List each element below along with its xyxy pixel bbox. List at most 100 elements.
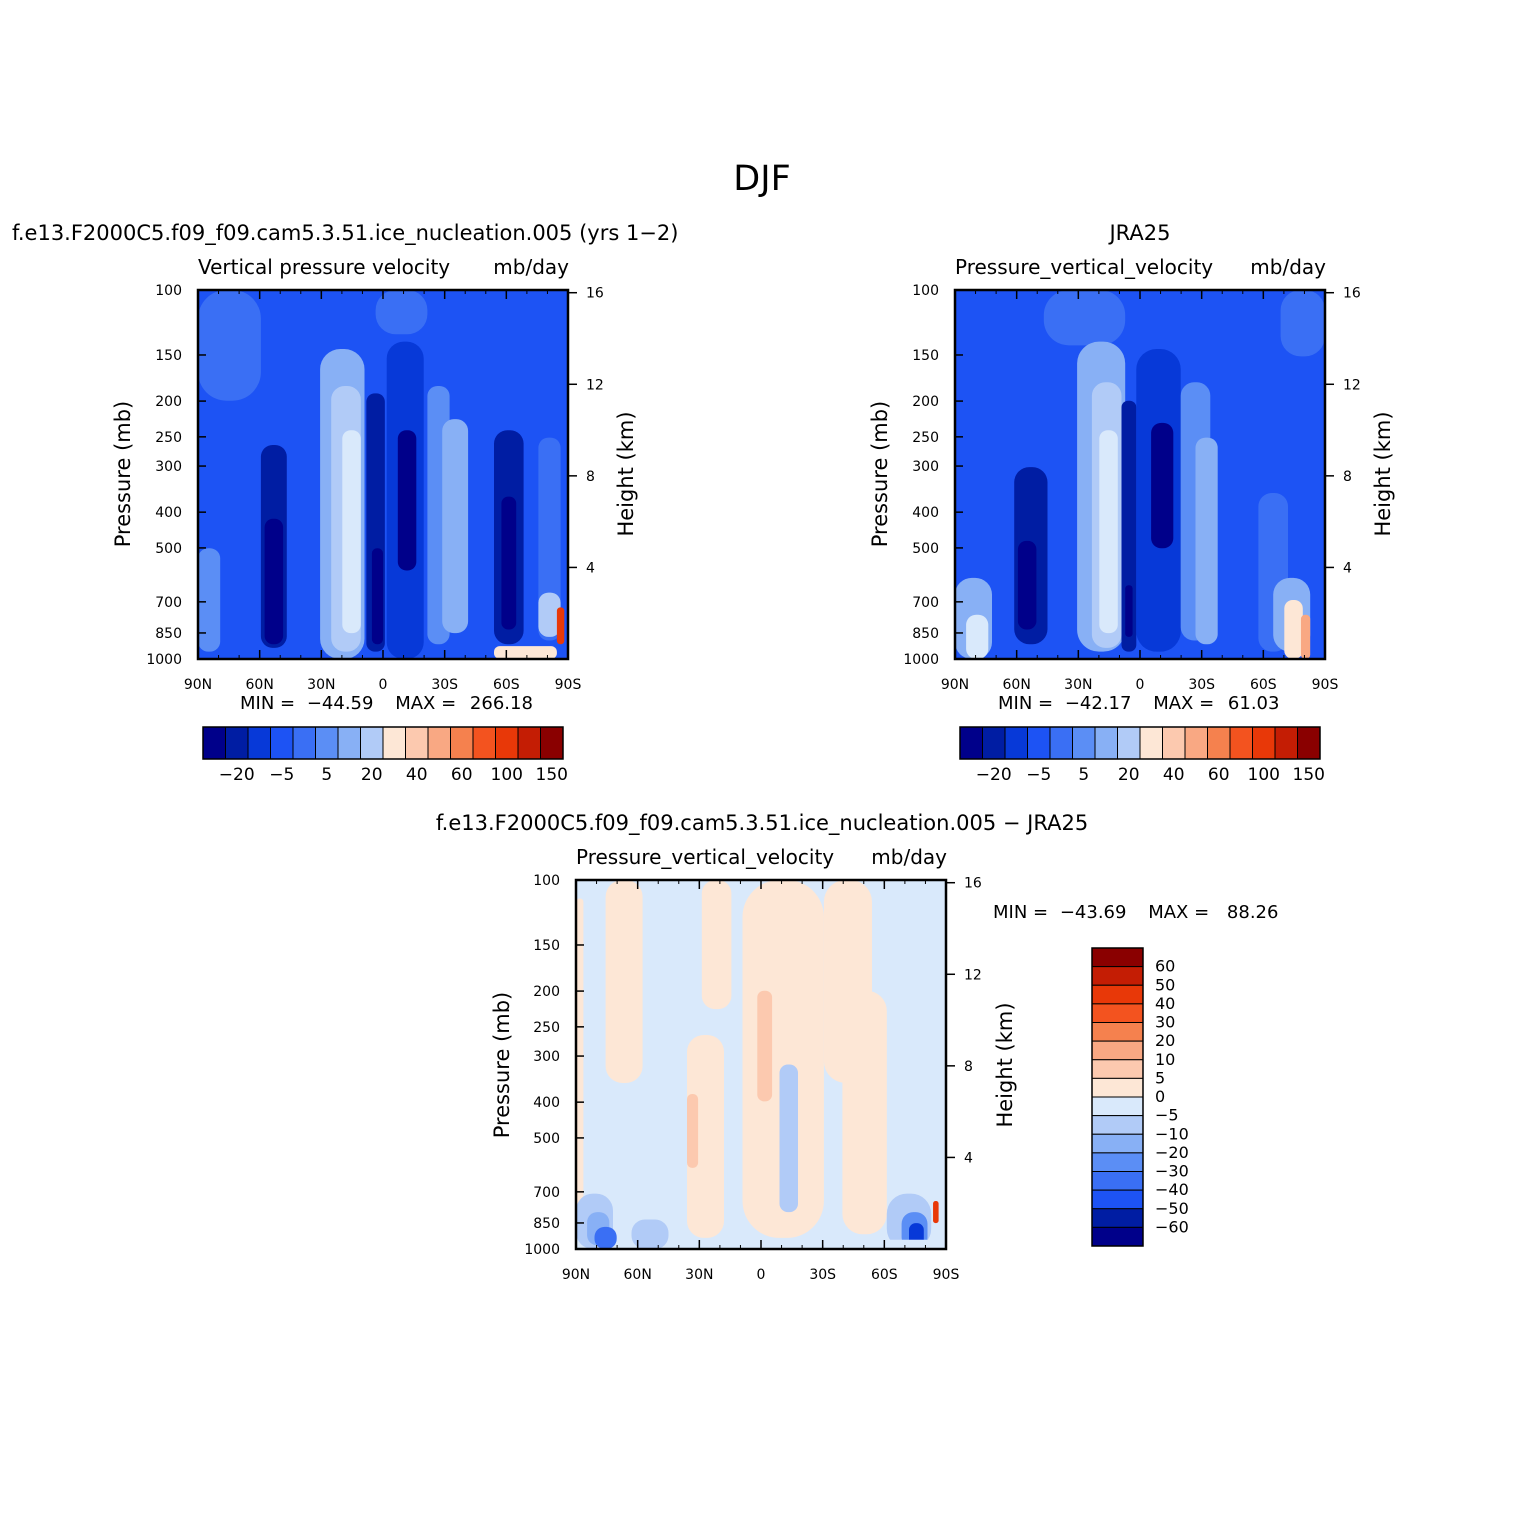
contour-region xyxy=(757,990,773,1102)
colorbar-box xyxy=(1091,947,1144,968)
contour-region xyxy=(1125,585,1133,637)
y-tick-label: 100 xyxy=(533,873,560,889)
y-tick-label: 850 xyxy=(533,1216,560,1232)
colorbar: −20 −5 5 20 40 60 100 150 xyxy=(959,726,1325,785)
colorbar-label: 50 xyxy=(1155,975,1175,994)
colorbar-label: 60 xyxy=(1208,765,1230,785)
right-tick-label: 4 xyxy=(964,1150,973,1166)
run-title: f.e13.F2000C5.f09_f09.cam5.3.51.ice_nucl… xyxy=(12,221,678,246)
x-tick-label: 60N xyxy=(1003,677,1031,693)
min-value: −42.17 xyxy=(1065,693,1132,714)
colorbar-box xyxy=(1091,1208,1144,1228)
colorbar-label: −60 xyxy=(1155,1217,1189,1236)
right-ticks: 16 12 8 4 xyxy=(946,876,982,1166)
y-tick-label: 100 xyxy=(155,283,182,299)
right-tick-label: 16 xyxy=(586,286,604,302)
x-tick-label: 30N xyxy=(1064,677,1092,693)
y-tick-label: 1000 xyxy=(146,652,182,668)
y-tick-label: 500 xyxy=(533,1131,560,1147)
max-label: MAX = xyxy=(1153,693,1214,714)
run-title: JRA25 xyxy=(1107,221,1170,245)
colorbar-box xyxy=(427,726,451,760)
right-ticks: 16 12 8 4 xyxy=(568,286,604,576)
contour-region xyxy=(1300,614,1311,659)
y-tick-label: 250 xyxy=(155,430,182,446)
colorbar-box xyxy=(1091,1040,1144,1061)
contour-region xyxy=(1195,437,1218,645)
var-title: Pressure_vertical_velocity xyxy=(955,255,1213,279)
y-tick-label: 850 xyxy=(912,626,939,642)
colorbar-box xyxy=(382,726,406,760)
y-tick-label: 500 xyxy=(155,541,182,557)
contour-region xyxy=(687,1094,699,1168)
colorbar-box xyxy=(982,726,1006,760)
contour-region xyxy=(1280,290,1325,357)
contour-region xyxy=(1151,422,1174,549)
min-value: −44.59 xyxy=(307,693,374,714)
colorbar-box xyxy=(517,726,541,760)
contour-region xyxy=(742,880,824,1238)
contour-region xyxy=(494,646,557,659)
panel-model: f.e13.F2000C5.f09_f09.cam5.3.51.ice_nucl… xyxy=(12,221,678,785)
colorbar-label: 40 xyxy=(406,765,428,785)
colorbar: −20 −5 5 20 40 60 100 150 xyxy=(202,726,568,785)
colorbar-box xyxy=(225,726,249,760)
y-tick-label: 400 xyxy=(533,1095,560,1111)
colorbar-label: −5 xyxy=(269,765,294,785)
colorbar-label: 60 xyxy=(1155,957,1175,976)
contour-region xyxy=(538,437,561,641)
contour-region xyxy=(1017,540,1037,630)
right-tick-label: 16 xyxy=(1343,286,1361,302)
max-value: 61.03 xyxy=(1228,693,1280,714)
plot-field xyxy=(574,878,948,1251)
y-tick-label: 1000 xyxy=(524,1242,560,1258)
panel-obs: JRA25 Pressure_vertical_velocity mb/day … xyxy=(868,221,1395,785)
colorbar-label: −5 xyxy=(1155,1106,1179,1125)
min-label: MIN = xyxy=(240,693,295,714)
colorbar-box xyxy=(1252,726,1276,760)
contour-region xyxy=(375,290,428,335)
y-axis-label: Pressure (mb) xyxy=(868,401,892,548)
contour-region xyxy=(342,430,361,634)
y-tick-label: 200 xyxy=(912,394,939,410)
x-ticks: 90N 60N 30N 0 30S 60S 90S xyxy=(184,290,582,693)
contour-region xyxy=(779,1064,798,1213)
right-tick-label: 16 xyxy=(964,876,982,892)
colorbar-box xyxy=(1091,1171,1144,1191)
colorbar-box xyxy=(495,726,519,760)
colorbar-box xyxy=(1091,966,1144,986)
colorbar-label: 100 xyxy=(491,765,523,785)
right-tick-label: 8 xyxy=(964,1059,973,1075)
y-tick-label: 150 xyxy=(533,938,560,954)
colorbar-box xyxy=(292,726,316,760)
x-tick-label: 90S xyxy=(1312,677,1339,693)
max-label: MAX = xyxy=(395,693,456,714)
x-ticks: 90N 60N 30N 0 30S 60S 90S xyxy=(562,880,960,1283)
y-axis-label: Pressure (mb) xyxy=(111,401,135,548)
colorbar-label: 0 xyxy=(1155,1087,1165,1106)
colorbar-label: −40 xyxy=(1155,1180,1189,1199)
colorbar-box xyxy=(1091,1022,1144,1042)
x-tick-label: 90S xyxy=(933,1267,960,1283)
colorbar-label: 20 xyxy=(361,765,383,785)
y-tick-label: 700 xyxy=(155,595,182,611)
x-tick-label: 90S xyxy=(555,677,582,693)
panel-diff: f.e13.F2000C5.f09_f09.cam5.3.51.ice_nucl… xyxy=(436,811,1279,1283)
colorbar-label: −20 xyxy=(976,765,1012,785)
colorbar-box xyxy=(540,726,564,760)
plot-field xyxy=(196,288,570,661)
colorbar-box xyxy=(1049,726,1073,760)
x-tick-label: 60N xyxy=(624,1267,652,1283)
colorbar-box xyxy=(1091,1059,1144,1079)
colorbar-label: −50 xyxy=(1155,1199,1189,1218)
contour-fill xyxy=(198,290,568,659)
contour-region xyxy=(397,430,417,571)
colorbar-label: 150 xyxy=(1293,765,1325,785)
colorbar-box xyxy=(1027,726,1051,760)
contour-region xyxy=(442,419,469,634)
y-tick-label: 300 xyxy=(155,459,182,475)
colorbar-box xyxy=(1091,1077,1144,1098)
contour-fill xyxy=(955,290,1325,659)
colorbar-box xyxy=(450,726,474,760)
colorbar-box xyxy=(360,726,384,760)
